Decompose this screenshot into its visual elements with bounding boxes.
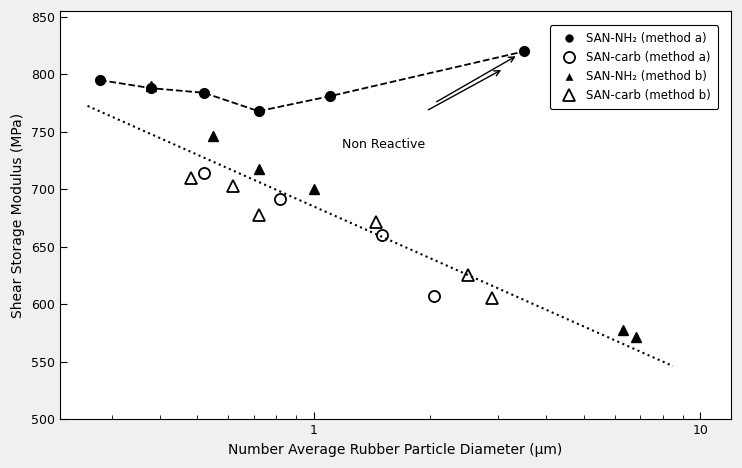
X-axis label: Number Average Rubber Particle Diameter (μm): Number Average Rubber Particle Diameter … (228, 443, 562, 457)
Text: Non Reactive: Non Reactive (341, 138, 424, 151)
Legend: SAN-NH₂ (method a), SAN-carb (method a), SAN-NH₂ (method b), SAN-carb (method b): SAN-NH₂ (method a), SAN-carb (method a),… (550, 25, 718, 109)
Y-axis label: Shear Storage Modulus (MPa): Shear Storage Modulus (MPa) (11, 113, 25, 318)
